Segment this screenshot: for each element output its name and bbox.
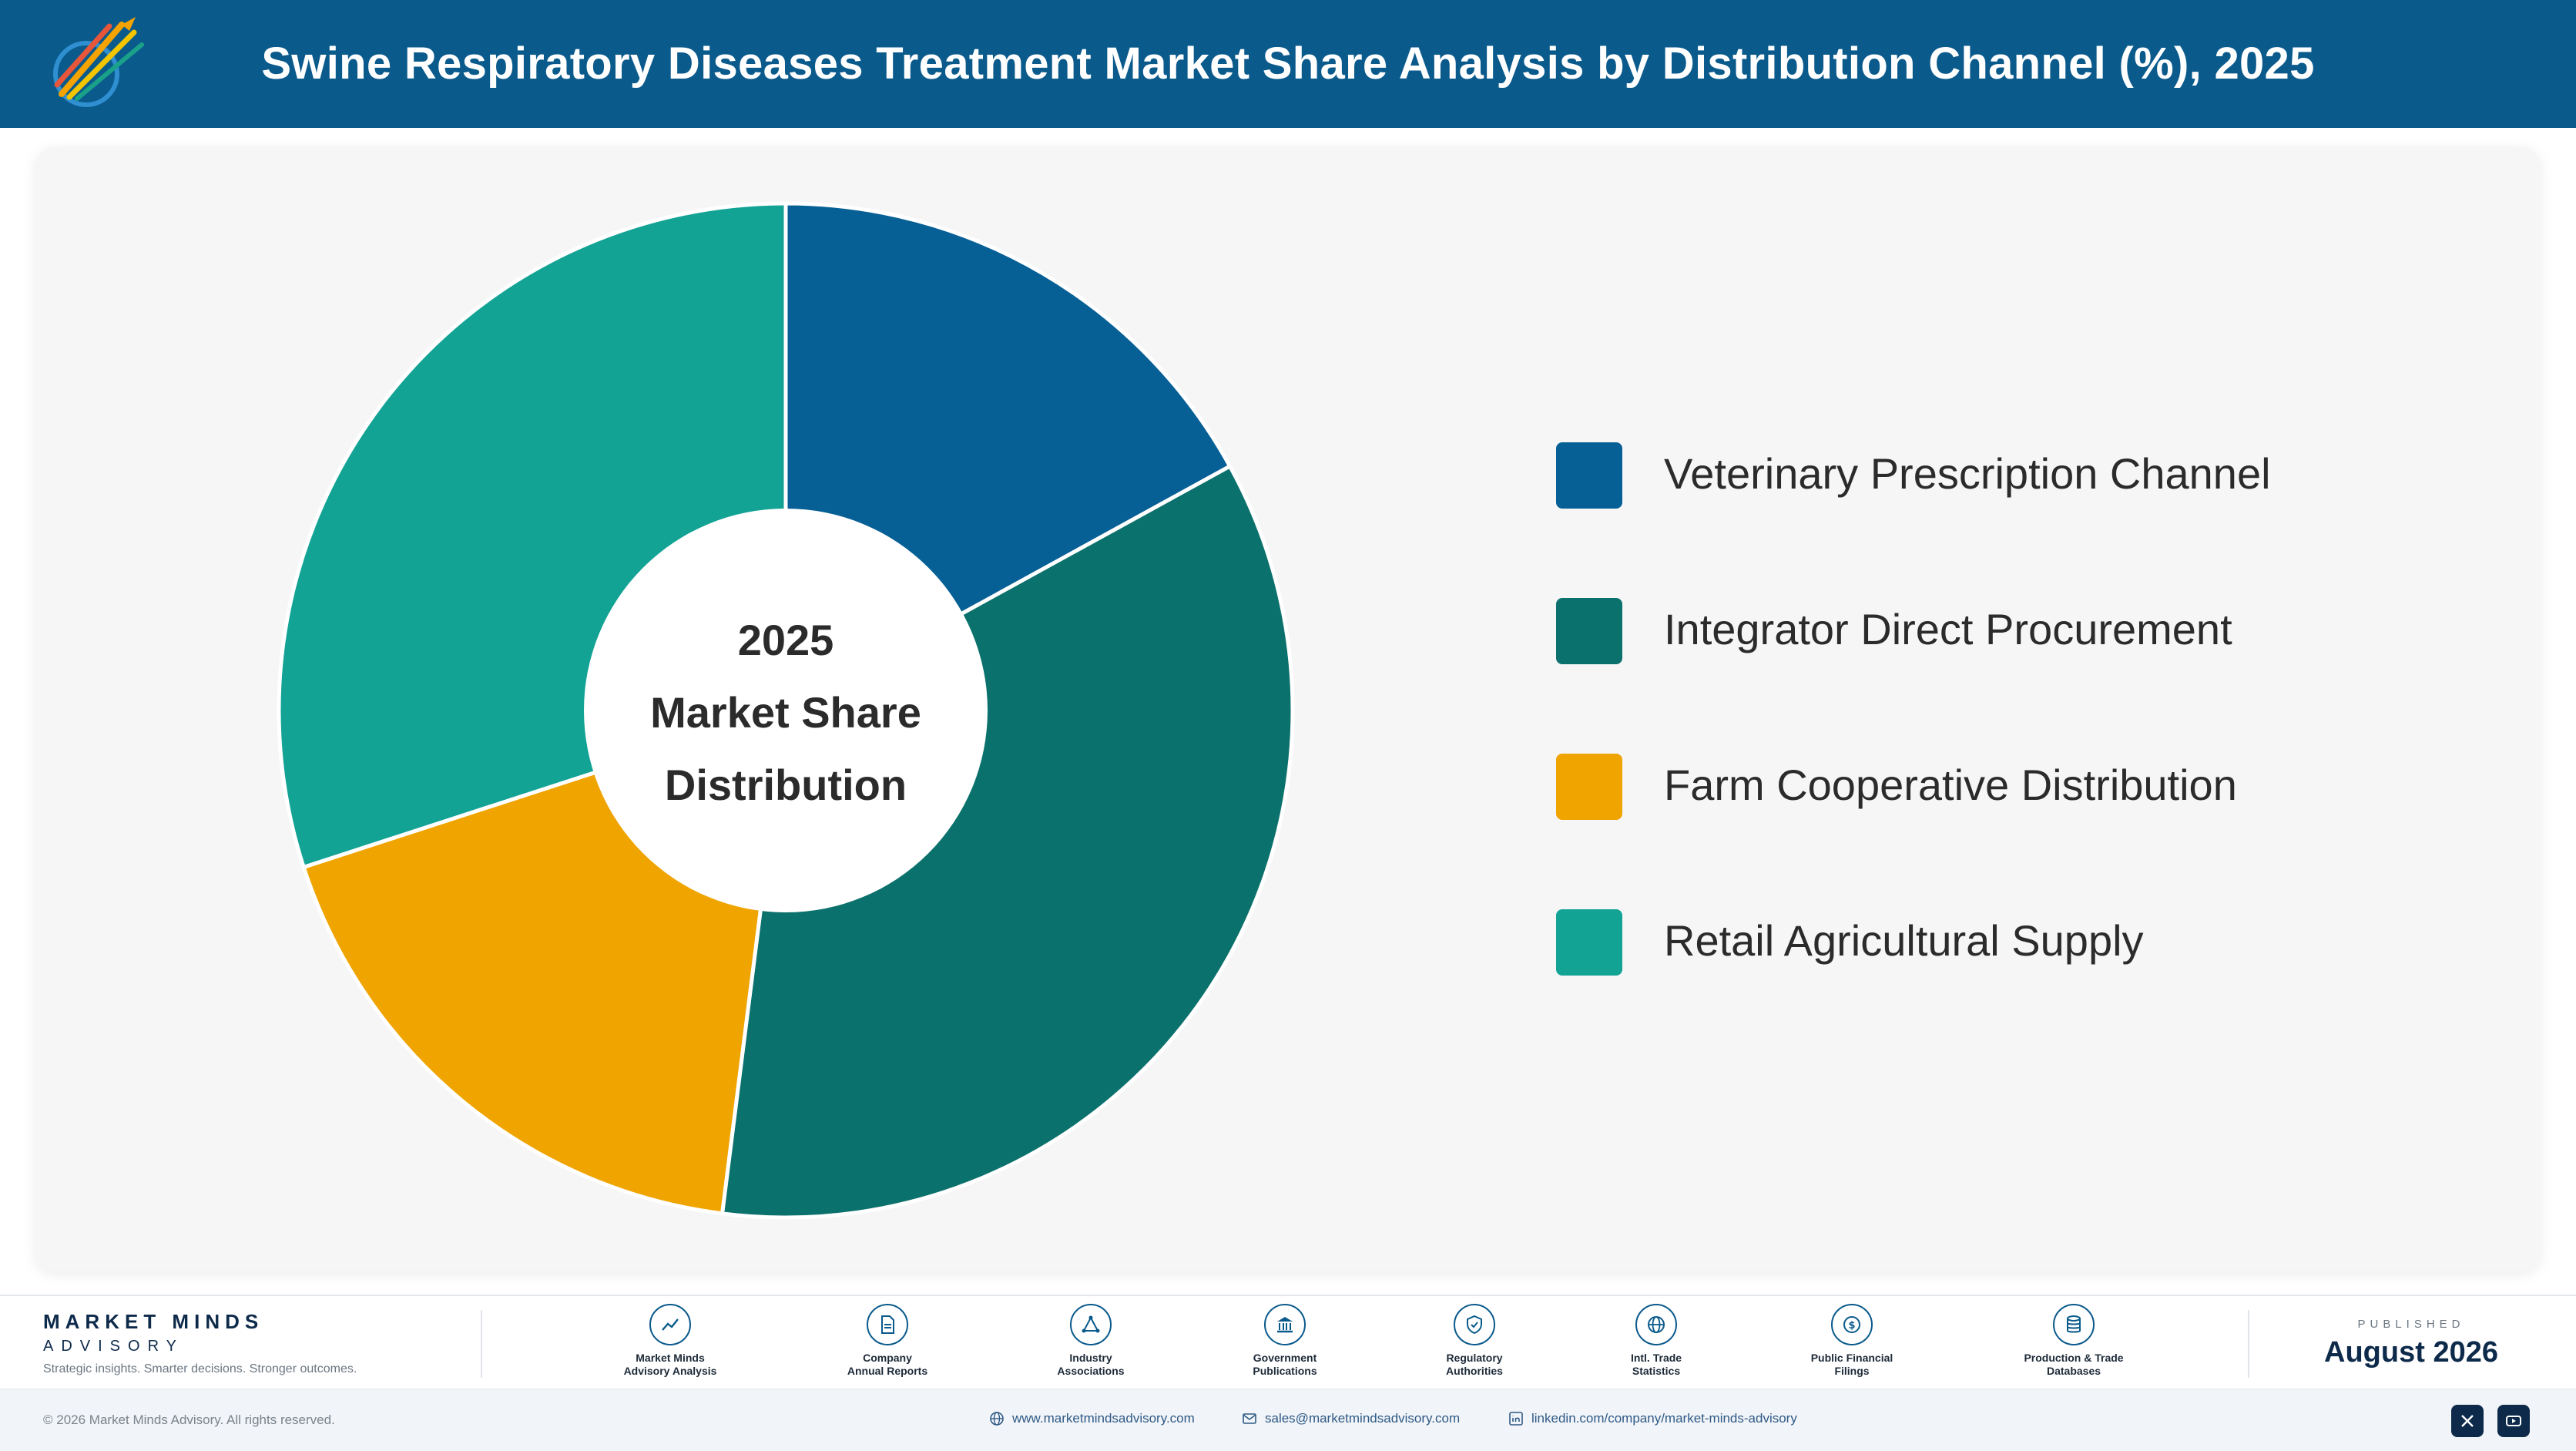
legend-label: Integrator Direct Procurement bbox=[1664, 605, 2232, 653]
page-title: Swine Respiratory Diseases Treatment Mar… bbox=[261, 39, 2315, 89]
chart-panel: 2025 Market Share Distribution Veterinar… bbox=[35, 146, 2541, 1271]
copyright-text: © 2026 Market Minds Advisory. All rights… bbox=[43, 1412, 335, 1427]
source-label: Industry Associations bbox=[1057, 1352, 1125, 1377]
legend-item-veterinary: Veterinary Prescription Channel bbox=[1556, 439, 2326, 509]
bottom-bar: © 2026 Market Minds Advisory. All rights… bbox=[0, 1389, 2576, 1451]
legend-item-farm-coop: Farm Cooperative Distribution bbox=[1556, 751, 2326, 820]
footer: MARKET MINDS ADVISORY Strategic insights… bbox=[0, 1295, 2576, 1390]
document-icon bbox=[867, 1304, 908, 1345]
source-item: Intl. Trade Statistics bbox=[1571, 1304, 1741, 1378]
donut-chart: 2025 Market Share Distribution bbox=[277, 201, 1295, 1220]
source-item: Production & Trade Databases bbox=[1989, 1304, 2158, 1378]
legend-label: Farm Cooperative Distribution bbox=[1664, 761, 2237, 809]
center-label-year: 2025 bbox=[738, 616, 834, 664]
legend-swatch bbox=[1556, 754, 1622, 820]
company-logo-icon bbox=[53, 17, 144, 107]
brand-subtitle: ADVISORY bbox=[43, 1338, 184, 1355]
source-item: Industry Associations bbox=[1006, 1304, 1176, 1378]
svg-text:$: $ bbox=[1848, 1320, 1855, 1332]
website-text: www.marketmindsadvisory.com bbox=[1012, 1411, 1195, 1426]
trend-chart-icon bbox=[649, 1304, 691, 1345]
linkedin-icon bbox=[1509, 1412, 1523, 1426]
brand-tagline: Strategic insights. Smarter decisions. S… bbox=[43, 1362, 357, 1375]
database-icon bbox=[2053, 1304, 2095, 1345]
source-label: Production & Trade Databases bbox=[2024, 1352, 2124, 1377]
legend-item-integrator: Integrator Direct Procurement bbox=[1556, 595, 2326, 664]
x-icon[interactable] bbox=[2451, 1405, 2484, 1437]
source-label: Government Publications bbox=[1253, 1352, 1317, 1377]
globe-icon bbox=[990, 1412, 1004, 1426]
slice-integrator bbox=[719, 463, 1295, 1220]
source-item: $ Public Financial Filings bbox=[1767, 1304, 1937, 1378]
source-item: Government Publications bbox=[1200, 1304, 1370, 1378]
source-item: Market Minds Advisory Analysis bbox=[585, 1304, 755, 1378]
legend-swatch bbox=[1556, 909, 1622, 976]
source-label: Company Annual Reports bbox=[847, 1352, 928, 1377]
source-item: Company Annual Reports bbox=[803, 1304, 972, 1378]
donut-hole bbox=[584, 509, 988, 912]
source-label: Public Financial Filings bbox=[1810, 1352, 1893, 1377]
legend-swatch bbox=[1556, 598, 1622, 664]
legend-swatch bbox=[1556, 442, 1622, 509]
source-label: Intl. Trade Statistics bbox=[1630, 1352, 1682, 1377]
dollar-coin-icon: $ bbox=[1831, 1304, 1873, 1345]
network-icon bbox=[1070, 1304, 1112, 1345]
linkedin-text: linkedin.com/company/market-minds-adviso… bbox=[1531, 1411, 1797, 1426]
shield-check-icon bbox=[1454, 1304, 1495, 1345]
legend-item-retail: Retail Agricultural Supply bbox=[1556, 906, 2326, 976]
mail-icon bbox=[1243, 1413, 1256, 1424]
source-label: Regulatory Authorities bbox=[1446, 1352, 1503, 1377]
header-bar: Swine Respiratory Diseases Treatment Mar… bbox=[0, 0, 2576, 128]
email-link[interactable]: sales@marketmindsadvisory.com bbox=[1242, 1411, 1460, 1426]
linkedin-link[interactable]: linkedin.com/company/market-minds-adviso… bbox=[1508, 1411, 1797, 1426]
published-date: August 2026 bbox=[2324, 1336, 2498, 1369]
divider bbox=[481, 1310, 482, 1378]
website-link[interactable]: www.marketmindsadvisory.com bbox=[989, 1411, 1195, 1426]
government-building-icon bbox=[1264, 1304, 1306, 1345]
legend-label: Retail Agricultural Supply bbox=[1664, 916, 2144, 965]
globe-icon bbox=[1635, 1304, 1677, 1345]
center-label-title: Market Share bbox=[650, 688, 921, 737]
email-text: sales@marketmindsadvisory.com bbox=[1265, 1411, 1461, 1426]
divider bbox=[2248, 1310, 2249, 1378]
center-label-subtitle: Distribution bbox=[665, 761, 907, 809]
published-label: PUBLISHED bbox=[2357, 1318, 2465, 1331]
source-label: Market Minds Advisory Analysis bbox=[623, 1352, 717, 1377]
youtube-icon[interactable] bbox=[2497, 1405, 2530, 1437]
source-item: Regulatory Authorities bbox=[1390, 1304, 1559, 1378]
brand-name: MARKET MINDS bbox=[43, 1310, 264, 1333]
legend-label: Veterinary Prescription Channel bbox=[1664, 449, 2271, 498]
